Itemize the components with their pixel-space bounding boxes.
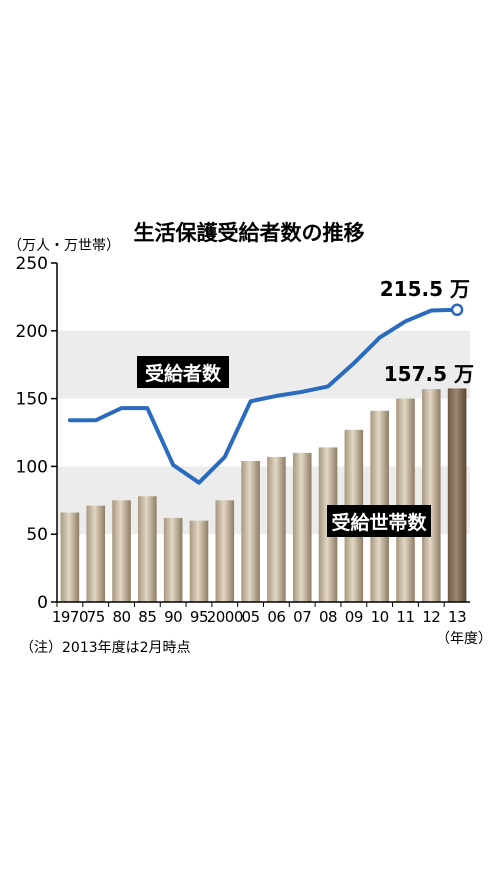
x-tick-label: 08 — [319, 608, 337, 626]
bar-80 — [112, 500, 131, 602]
bar-05 — [241, 460, 260, 602]
y-tick-label: 50 — [26, 525, 48, 545]
series-label-households: 受給世帯数 — [327, 505, 431, 537]
grid-band — [57, 330, 470, 399]
y-tick-label: 200 — [16, 322, 48, 342]
x-tick-label: 07 — [293, 608, 311, 626]
bar-11 — [396, 398, 415, 602]
bar-75 — [86, 505, 106, 602]
bar-06 — [267, 456, 286, 602]
y-tick-label: 0 — [37, 593, 48, 613]
x-tick-label: 09 — [345, 608, 363, 626]
bar-85 — [138, 496, 157, 602]
bar-90 — [163, 517, 183, 602]
footnote: （注）2013年度は2月時点 — [20, 640, 191, 656]
y-tick-label: 250 — [16, 254, 48, 274]
x-tick-label: 2000 — [207, 608, 243, 626]
bar-13 — [447, 388, 467, 602]
x-tick-label: 12 — [422, 608, 440, 626]
x-tick-label: 13 — [448, 608, 466, 626]
line-endpoint-marker — [450, 303, 464, 317]
x-tick-label: 1970 — [52, 608, 88, 626]
x-tick-label: 05 — [242, 608, 260, 626]
x-unit-label: （年度） — [436, 631, 489, 647]
series-label-text: 受給者数 — [145, 362, 222, 385]
bar-95 — [189, 520, 209, 602]
bar-1970 — [60, 512, 80, 602]
x-tick-label: 85 — [138, 608, 156, 626]
y-tick-label: 100 — [16, 457, 48, 477]
y-unit-label: （万人・万世帯） — [8, 238, 120, 254]
x-tick-label: 11 — [396, 608, 414, 626]
bar-07 — [292, 452, 312, 602]
callout-recipients: 215.5 万 — [380, 277, 470, 301]
series-label-text: 受給世帯数 — [331, 511, 427, 534]
x-tick-label: 90 — [164, 608, 182, 626]
chart-title: 生活保護受給者数の推移 — [134, 221, 365, 245]
series-line-recipients — [67, 307, 460, 485]
bar-2000 — [215, 500, 235, 602]
x-tick-label: 80 — [112, 608, 130, 626]
x-tick-label: 06 — [267, 608, 285, 626]
x-tick-label: 75 — [87, 608, 105, 626]
series-label-recipients: 受給者数 — [137, 356, 229, 388]
x-tick-label: 95 — [190, 608, 208, 626]
callout-households: 157.5 万 — [384, 362, 474, 386]
y-tick-label: 150 — [16, 390, 48, 410]
line-layer — [67, 303, 464, 485]
bar-12 — [421, 389, 441, 602]
x-tick-label: 10 — [371, 608, 389, 626]
